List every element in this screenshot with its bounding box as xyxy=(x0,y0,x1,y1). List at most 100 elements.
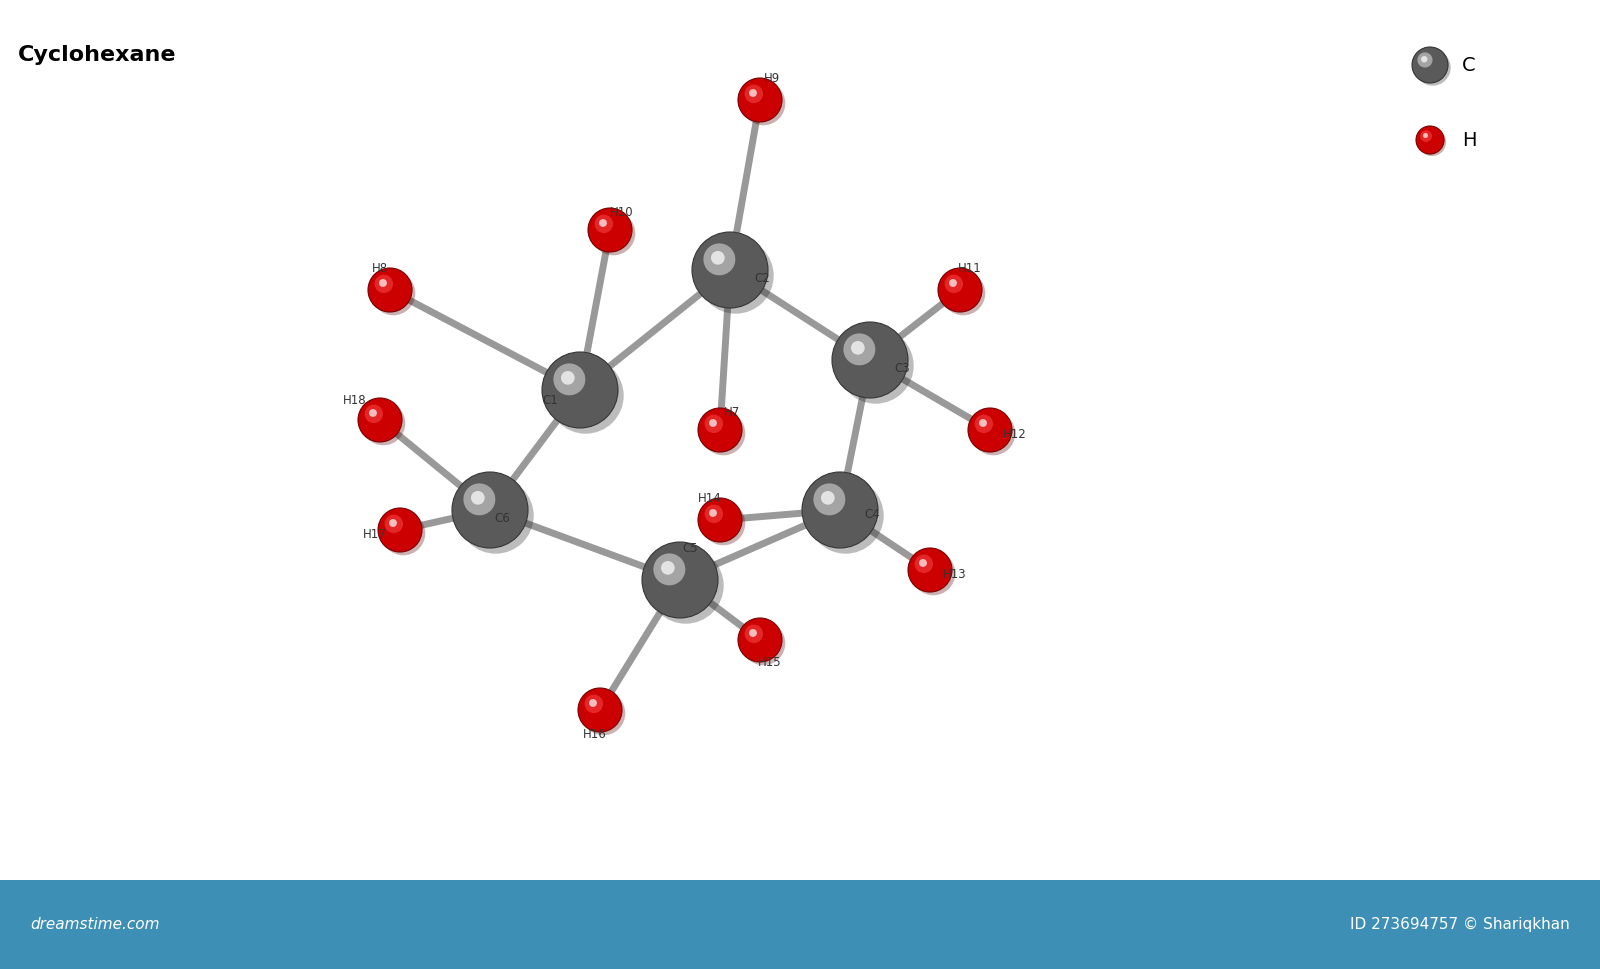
Circle shape xyxy=(365,405,382,423)
Text: ID 273694757 © Shariqkhan: ID 273694757 © Shariqkhan xyxy=(1350,917,1570,932)
Circle shape xyxy=(802,472,878,548)
Circle shape xyxy=(389,519,397,527)
Text: C4: C4 xyxy=(864,509,880,521)
Circle shape xyxy=(595,214,613,234)
Circle shape xyxy=(648,547,723,624)
Circle shape xyxy=(813,484,845,516)
Circle shape xyxy=(912,551,955,595)
Circle shape xyxy=(1413,47,1448,83)
Circle shape xyxy=(653,553,685,585)
Circle shape xyxy=(562,371,574,385)
Circle shape xyxy=(949,279,957,287)
Circle shape xyxy=(547,358,624,434)
Circle shape xyxy=(584,695,603,713)
Circle shape xyxy=(464,484,496,516)
Text: Cyclohexane: Cyclohexane xyxy=(18,45,176,65)
Circle shape xyxy=(598,219,606,227)
Circle shape xyxy=(838,328,914,404)
Text: H15: H15 xyxy=(758,655,782,669)
Circle shape xyxy=(470,491,485,505)
Circle shape xyxy=(453,472,528,548)
Text: dreamstime.com: dreamstime.com xyxy=(30,917,160,932)
Circle shape xyxy=(698,498,742,542)
Text: C6: C6 xyxy=(494,512,510,524)
Text: C3: C3 xyxy=(894,361,910,374)
Text: H8: H8 xyxy=(371,262,389,274)
Text: C1: C1 xyxy=(542,393,558,407)
Circle shape xyxy=(554,363,586,395)
Text: H: H xyxy=(1462,131,1477,149)
Circle shape xyxy=(1414,49,1451,85)
Circle shape xyxy=(1421,130,1432,142)
Circle shape xyxy=(704,243,736,275)
Circle shape xyxy=(362,401,405,446)
Text: H18: H18 xyxy=(342,393,366,407)
Text: C5: C5 xyxy=(682,542,698,554)
Circle shape xyxy=(704,415,723,433)
Text: H13: H13 xyxy=(942,569,966,581)
Circle shape xyxy=(968,408,1013,452)
Circle shape xyxy=(832,322,909,398)
Circle shape xyxy=(971,411,1016,455)
Text: H14: H14 xyxy=(698,491,722,505)
Circle shape xyxy=(710,251,725,265)
Circle shape xyxy=(642,542,718,618)
Circle shape xyxy=(691,232,768,308)
Circle shape xyxy=(941,271,986,315)
Text: H16: H16 xyxy=(582,729,606,741)
Circle shape xyxy=(581,691,626,735)
Text: H9: H9 xyxy=(763,72,781,84)
Circle shape xyxy=(1421,56,1427,62)
Circle shape xyxy=(979,419,987,427)
Circle shape xyxy=(458,478,534,553)
Text: H7: H7 xyxy=(723,405,741,419)
Circle shape xyxy=(1416,126,1443,154)
Circle shape xyxy=(1418,128,1446,156)
Circle shape xyxy=(368,268,413,312)
Text: H10: H10 xyxy=(610,205,634,218)
Circle shape xyxy=(744,625,763,643)
Bar xyxy=(0,880,1600,969)
Circle shape xyxy=(698,408,742,452)
Circle shape xyxy=(379,279,387,287)
Circle shape xyxy=(378,508,422,552)
Circle shape xyxy=(738,78,782,122)
Circle shape xyxy=(1418,52,1432,68)
Circle shape xyxy=(381,512,426,555)
Circle shape xyxy=(938,268,982,312)
Circle shape xyxy=(709,509,717,516)
Text: C: C xyxy=(1462,55,1475,75)
Circle shape xyxy=(701,411,746,455)
Text: H17: H17 xyxy=(363,528,387,542)
Circle shape xyxy=(851,341,864,355)
Circle shape xyxy=(374,274,394,293)
Circle shape xyxy=(384,515,403,533)
Circle shape xyxy=(701,501,746,546)
Text: H12: H12 xyxy=(1003,428,1027,442)
Text: C2: C2 xyxy=(754,271,770,285)
Circle shape xyxy=(578,688,622,732)
Circle shape xyxy=(1422,133,1429,138)
Circle shape xyxy=(358,398,402,442)
Circle shape xyxy=(738,618,782,662)
Circle shape xyxy=(744,84,763,103)
Circle shape xyxy=(698,237,774,314)
Text: H11: H11 xyxy=(958,262,982,274)
Circle shape xyxy=(944,274,963,293)
Circle shape xyxy=(749,89,757,97)
Circle shape xyxy=(592,211,635,255)
Circle shape xyxy=(661,561,675,575)
Circle shape xyxy=(808,478,883,553)
Circle shape xyxy=(821,491,835,505)
Circle shape xyxy=(589,699,597,707)
Circle shape xyxy=(370,409,378,417)
Circle shape xyxy=(749,629,757,637)
Circle shape xyxy=(542,352,618,428)
Circle shape xyxy=(974,415,994,433)
Circle shape xyxy=(704,505,723,523)
Circle shape xyxy=(915,554,933,573)
Circle shape xyxy=(909,548,952,592)
Circle shape xyxy=(709,419,717,427)
Circle shape xyxy=(371,271,416,315)
Circle shape xyxy=(589,208,632,252)
